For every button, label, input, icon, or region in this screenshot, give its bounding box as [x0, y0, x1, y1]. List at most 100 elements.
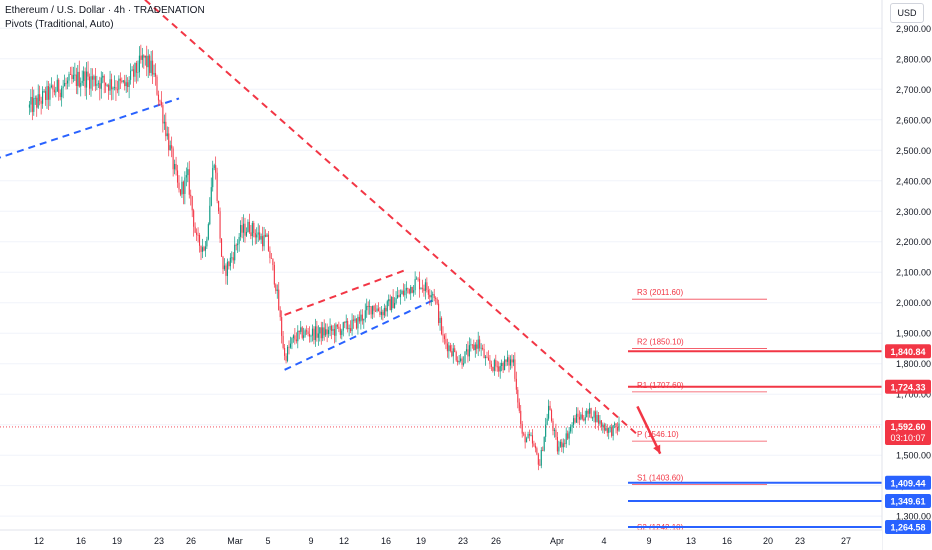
candles	[28, 44, 620, 471]
candle-body	[74, 74, 76, 76]
candle-body	[260, 236, 262, 240]
x-tick-label: 4	[601, 536, 606, 546]
y-tick-label: 2,000.00	[896, 298, 931, 308]
candle-body	[319, 327, 321, 334]
candle-body	[609, 427, 611, 429]
candle-body	[138, 55, 140, 73]
candle-body	[527, 434, 529, 439]
candle-body	[442, 334, 444, 336]
trendline-resistance	[143, 0, 638, 435]
candle-body	[160, 101, 162, 106]
candle-body	[394, 303, 396, 309]
candle-body	[52, 85, 54, 90]
key-level-tag-label: 1,264.58	[890, 522, 925, 532]
candle-body	[46, 86, 48, 100]
candle-body	[385, 307, 387, 312]
candle-body	[330, 325, 333, 331]
pivot-label: R3 (2011.60)	[637, 288, 683, 297]
candle-body	[457, 360, 459, 363]
y-tick-label: 2,400.00	[896, 176, 931, 186]
candle-body	[501, 362, 503, 366]
candle-body	[402, 290, 404, 296]
candle-body	[597, 414, 600, 424]
candle-body	[520, 410, 522, 424]
candle-body	[465, 349, 468, 352]
candle-body	[33, 98, 35, 112]
candle-body	[222, 256, 224, 270]
candle-body	[300, 327, 302, 332]
candle-body	[594, 411, 597, 423]
candle-body	[172, 148, 174, 170]
candle-body	[285, 355, 287, 361]
candle-body	[240, 225, 242, 237]
indicator-legend[interactable]: Pivots (Traditional, Auto)	[5, 19, 114, 30]
candle-body	[436, 298, 438, 304]
trendline-support	[284, 298, 435, 371]
trendlines	[0, 0, 638, 435]
candle-body	[372, 305, 374, 315]
candle-body	[578, 416, 580, 420]
candle-body	[220, 238, 223, 257]
candle-body	[430, 295, 432, 298]
candle-body	[234, 244, 236, 261]
candle-body	[347, 320, 349, 330]
candle-body	[203, 247, 205, 251]
candle-body	[291, 338, 293, 344]
candle-body	[132, 69, 135, 77]
currency-button[interactable]: USD	[890, 3, 924, 23]
pivot-levels: R3 (2011.60) R2 (1850.10) R1 (1707.60) P (1…	[632, 288, 767, 535]
candle-body	[531, 435, 534, 444]
candle-body	[618, 423, 620, 431]
candle-body	[514, 359, 516, 379]
candle-body	[153, 73, 155, 75]
candle-body	[179, 189, 182, 195]
candle-body	[504, 359, 506, 371]
candle-body	[213, 165, 215, 168]
candle-body	[480, 347, 482, 349]
candle-body	[483, 348, 485, 359]
candle-body	[596, 414, 598, 423]
candle-body	[200, 245, 202, 252]
candle-body	[72, 75, 74, 80]
candle-body	[166, 133, 168, 137]
candle-body	[124, 80, 126, 87]
candle-body	[490, 364, 492, 367]
candle-body	[31, 96, 33, 112]
candle-body	[127, 82, 129, 88]
candle-body	[416, 278, 418, 280]
candle-body	[528, 434, 531, 436]
candle-body	[28, 104, 30, 108]
candle-body	[232, 257, 234, 261]
candle-body	[168, 133, 170, 151]
candle-body	[570, 426, 572, 432]
candle-body	[552, 420, 554, 431]
candle-body	[154, 73, 157, 77]
candle-body	[128, 79, 130, 88]
candle-body	[549, 405, 551, 411]
candle-body	[462, 363, 465, 365]
candle-body	[524, 434, 526, 443]
candle-body	[392, 296, 394, 309]
candle-body	[495, 360, 497, 367]
candle-body	[584, 417, 586, 421]
candle-body	[386, 301, 388, 312]
candle-body	[496, 366, 498, 368]
candle-body	[125, 82, 127, 87]
key-level-tag-label: 1,840.84	[890, 347, 925, 357]
candle-body	[487, 357, 490, 361]
candle-body	[103, 75, 105, 83]
candle-body	[278, 289, 280, 311]
candle-body	[108, 85, 110, 91]
candle-body	[518, 402, 520, 411]
projection-arrow	[636, 405, 662, 455]
key-level-tag	[885, 379, 931, 394]
candle-body	[479, 339, 481, 349]
candle-body	[176, 170, 179, 183]
candle-body	[564, 443, 566, 445]
candle-body	[464, 351, 466, 364]
candle-body	[36, 97, 38, 108]
candle-body	[336, 324, 338, 327]
candle-body	[486, 356, 488, 358]
candle-body	[317, 333, 319, 338]
